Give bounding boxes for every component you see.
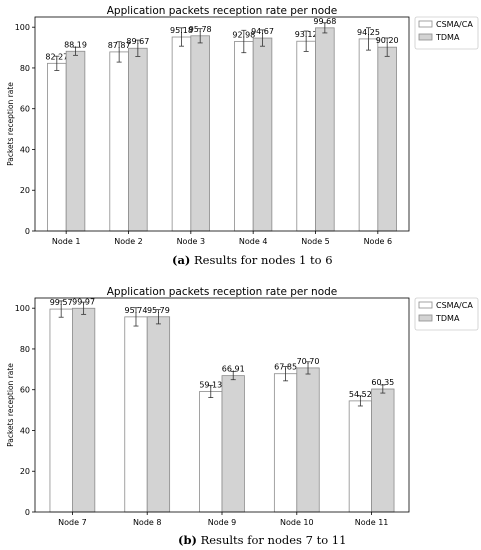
y-tick-label: 100 xyxy=(15,304,30,313)
data-label: 59.13 xyxy=(199,380,222,389)
x-tick-label: Node 2 xyxy=(114,237,143,246)
legend-swatch xyxy=(418,33,433,41)
data-label: 99.68 xyxy=(313,17,336,26)
bar-2 xyxy=(252,37,273,232)
x-tick-label: Node 6 xyxy=(364,237,393,246)
data-label: 70.70 xyxy=(297,357,320,366)
bar-1 xyxy=(124,316,148,513)
legend-label: CSMA/CA xyxy=(436,301,473,310)
bar-2 xyxy=(371,388,395,513)
bar-1 xyxy=(273,373,298,513)
bar-2 xyxy=(190,35,210,232)
x-tick-label: Node 3 xyxy=(177,237,206,246)
y-tick-label: 60 xyxy=(20,105,30,114)
y-tick-label: 20 xyxy=(20,186,30,195)
legend-label: TDMA xyxy=(435,33,460,42)
bar-1 xyxy=(296,40,316,232)
x-tick-label: Node 4 xyxy=(239,237,268,246)
data-label: 89.67 xyxy=(126,37,149,46)
caption-a-tag: (a) xyxy=(172,253,191,267)
legend-label: CSMA/CA xyxy=(436,20,473,29)
y-tick-label: 80 xyxy=(20,345,30,354)
y-tick-label: 0 xyxy=(25,508,30,517)
data-label: 88.19 xyxy=(64,40,87,49)
chart-title: Application packets reception rate per n… xyxy=(107,286,338,298)
x-tick-label: Node 5 xyxy=(301,237,330,246)
x-tick-label: Node 8 xyxy=(133,518,162,527)
y-tick-label: 20 xyxy=(20,467,30,476)
y-axis-label: Packets reception rate xyxy=(6,82,15,166)
bar-2 xyxy=(72,307,96,513)
x-tick-label: Node 7 xyxy=(58,518,87,527)
data-label: 95.74 xyxy=(125,306,148,315)
bar-2 xyxy=(296,367,320,513)
bar-1 xyxy=(49,308,73,513)
legend-swatch xyxy=(418,20,433,28)
data-label: 99.97 xyxy=(72,297,95,306)
chart-panel-1: Application packets reception rate per n… xyxy=(6,5,479,246)
data-label: 60.35 xyxy=(371,378,394,387)
plot-frame xyxy=(34,297,410,513)
plot-frame xyxy=(34,16,410,232)
bar-1 xyxy=(109,51,129,232)
data-label: 66.91 xyxy=(222,365,245,374)
bar-2 xyxy=(65,50,86,232)
caption-b: (b) Results for nodes 7 to 11 xyxy=(178,533,346,547)
legend: CSMA/CA TDMA xyxy=(414,297,479,331)
y-tick-label: 60 xyxy=(20,386,30,395)
x-tick-label: Node 9 xyxy=(208,518,237,527)
y-axis-label: Packets reception rate xyxy=(6,363,15,447)
legend-swatch xyxy=(418,314,433,322)
caption-a-text: Results for nodes 1 to 6 xyxy=(194,253,333,267)
y-tick-label: 40 xyxy=(20,426,30,435)
x-tick-label: Node 11 xyxy=(355,518,389,527)
y-tick-label: 80 xyxy=(20,64,30,73)
y-tick-label: 0 xyxy=(25,227,30,236)
y-tick-label: 100 xyxy=(15,23,30,32)
caption-b-text: Results for nodes 7 to 11 xyxy=(200,533,347,547)
chart-panel-2: Application packets reception rate per n… xyxy=(6,286,479,527)
y-tick-label: 40 xyxy=(20,145,30,154)
legend-label: TDMA xyxy=(435,314,460,323)
bar-2 xyxy=(315,27,335,232)
data-label: 95.79 xyxy=(147,306,170,315)
x-tick-label: Node 10 xyxy=(280,518,314,527)
data-label: 93.12 xyxy=(295,30,318,39)
bar-1 xyxy=(47,62,67,232)
chart-title: Application packets reception rate per n… xyxy=(107,5,338,17)
bar-2 xyxy=(128,47,148,232)
bar-1 xyxy=(171,36,192,232)
data-label: 99.57 xyxy=(50,298,73,307)
data-label: 94.25 xyxy=(357,28,380,37)
data-label: 67.85 xyxy=(274,363,297,372)
legend: CSMA/CA TDMA xyxy=(414,16,479,50)
data-label: 87.87 xyxy=(108,41,131,50)
x-tick-label: Node 1 xyxy=(52,237,81,246)
data-label: 94.67 xyxy=(251,27,274,36)
bar-1 xyxy=(199,391,223,513)
data-label: 90.20 xyxy=(376,36,399,45)
caption-a: (a) Results for nodes 1 to 6 xyxy=(172,253,333,267)
data-label: 54.52 xyxy=(349,390,372,399)
bar-1 xyxy=(348,400,373,513)
bar-2 xyxy=(221,375,245,513)
caption-b-tag: (b) xyxy=(178,533,197,547)
legend-swatch xyxy=(418,301,433,309)
bar-2 xyxy=(377,46,397,232)
bar-2 xyxy=(146,316,171,513)
bar-1 xyxy=(358,38,379,232)
data-label: 95.78 xyxy=(189,25,212,34)
data-label: 82.27 xyxy=(45,52,68,61)
data-label: 95.18 xyxy=(170,26,193,35)
data-label: 92.98 xyxy=(232,30,255,39)
bar-1 xyxy=(234,41,254,232)
